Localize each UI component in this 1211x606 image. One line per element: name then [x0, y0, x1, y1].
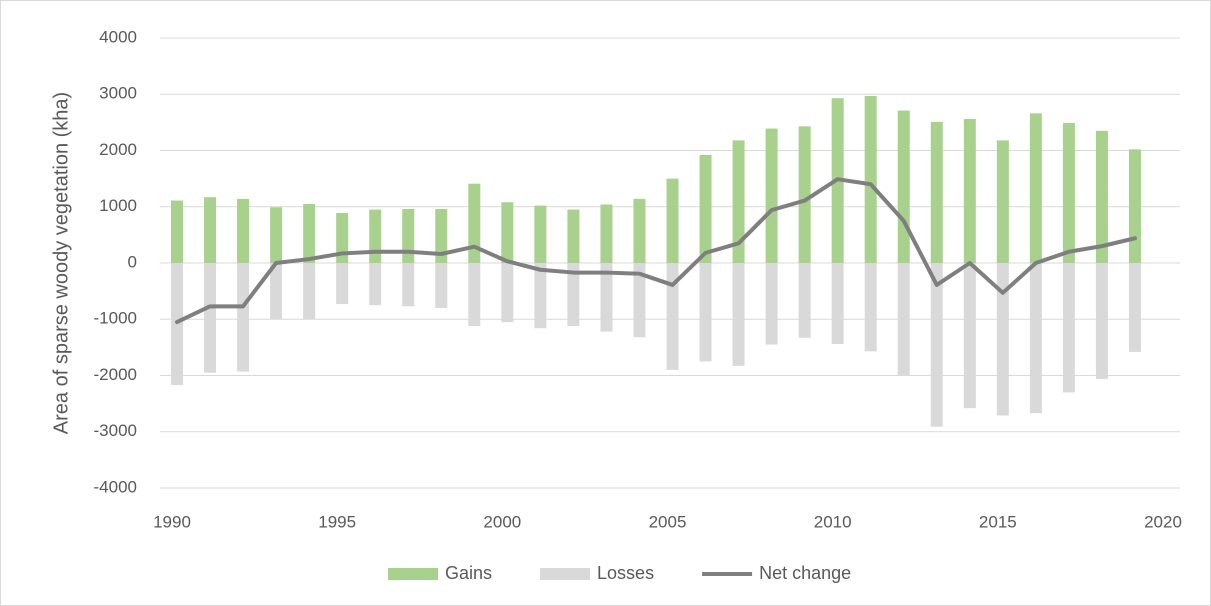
bar: [1029, 113, 1042, 263]
bar: [468, 263, 481, 326]
x-tick-label: 2010: [814, 512, 852, 531]
line: [175, 177, 1137, 325]
bar: [897, 110, 910, 263]
bar: [204, 197, 217, 263]
bar: [699, 155, 712, 263]
x-tick-label: 1990: [153, 512, 191, 531]
bar: [765, 128, 778, 263]
y-axis-label: Area of sparse woody vegetation (kha): [50, 92, 72, 434]
bar: [897, 263, 910, 375]
legend-swatch: [388, 568, 438, 580]
x-tick-label: 2000: [483, 512, 521, 531]
y-tick-label: -1000: [94, 309, 137, 328]
bar: [1062, 263, 1075, 393]
bar: [270, 207, 283, 263]
x-tick-label: 2005: [649, 512, 687, 531]
bar: [1029, 263, 1042, 414]
bar: [699, 263, 712, 362]
bar: [1095, 130, 1108, 263]
bar: [171, 200, 183, 263]
bar: [303, 263, 316, 320]
bar: [204, 263, 217, 373]
bar: [237, 198, 250, 263]
legend-swatch: [540, 568, 591, 580]
bar: [237, 263, 250, 372]
bar: [567, 209, 580, 263]
legend-label: Net change: [759, 563, 851, 583]
bar: [633, 263, 646, 338]
bar: [369, 263, 382, 306]
bar: [732, 263, 745, 366]
bar: [864, 263, 877, 352]
bar: [402, 263, 415, 307]
x-tick-label: 2020: [1144, 512, 1182, 531]
bar: [435, 209, 448, 263]
bar: [1128, 149, 1141, 263]
bar: [765, 263, 778, 345]
bar: [996, 263, 1009, 416]
x-tick-label: 2015: [979, 512, 1017, 531]
legend-label: Gains: [445, 563, 492, 583]
y-tick-label: 4000: [99, 27, 137, 46]
bar: [600, 204, 613, 263]
legend-label: Losses: [597, 563, 654, 583]
bar: [930, 121, 943, 263]
y-tick-label: -4000: [94, 477, 137, 496]
bar: [1128, 263, 1141, 352]
y-tick-label: 2000: [99, 140, 137, 159]
bar: [336, 212, 349, 263]
bar: [303, 203, 316, 263]
y-tick-label: -2000: [94, 365, 137, 384]
bar: [600, 263, 613, 332]
bar: [633, 198, 646, 263]
bar: [798, 126, 811, 263]
bar: [336, 263, 349, 305]
bar: [435, 263, 448, 308]
y-tick-label: 0: [128, 252, 137, 271]
bar: [270, 263, 283, 320]
bar: [567, 263, 580, 326]
bar: [963, 119, 976, 263]
bar: [1095, 263, 1108, 379]
y-tick-label: 3000: [99, 84, 137, 103]
y-tick-label: 1000: [99, 196, 137, 215]
y-tick-label: -3000: [94, 421, 137, 440]
bar: [930, 263, 943, 427]
bar: [1062, 122, 1075, 263]
bar: [402, 209, 415, 263]
bar: [666, 263, 679, 370]
bar: [963, 263, 976, 409]
bar: [831, 263, 844, 344]
bar: [534, 205, 547, 263]
bar: [468, 183, 481, 263]
bar: [501, 202, 514, 263]
bar: [369, 209, 382, 263]
bar: [732, 140, 745, 263]
bar: [798, 263, 811, 338]
bar: [534, 263, 547, 329]
bar: [666, 178, 679, 263]
x-tick-label: 1995: [318, 512, 356, 531]
bar: [864, 95, 877, 263]
bar: [996, 140, 1009, 263]
bar: [501, 263, 514, 323]
